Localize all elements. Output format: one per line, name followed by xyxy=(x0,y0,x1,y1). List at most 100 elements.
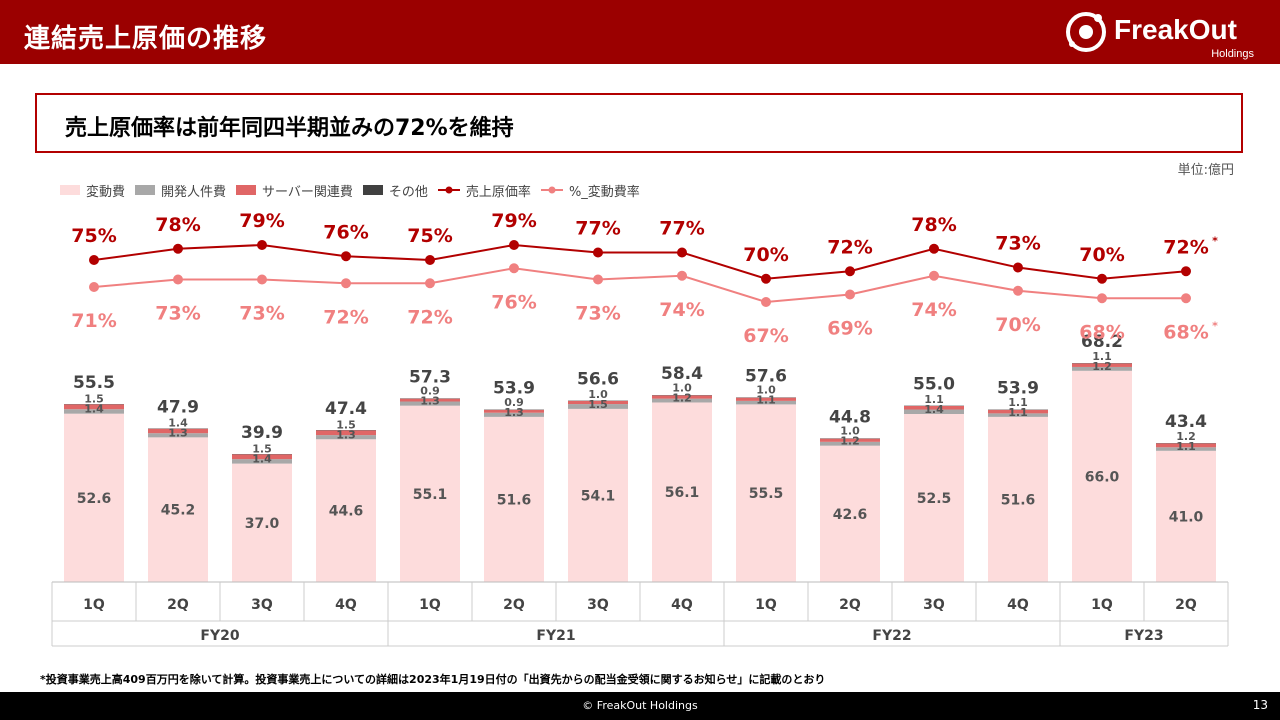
freakout-logo: FreakOut Holdings xyxy=(1064,6,1254,62)
bar-label: 52.5 xyxy=(917,491,952,507)
bar-label: 52.6 xyxy=(77,491,112,507)
headline: 売上原価率は前年同四半期並みの72%を維持 xyxy=(65,116,514,141)
rate-label: 72% xyxy=(407,306,452,328)
bar-segment xyxy=(484,412,544,417)
legend-item: 売上原価率 xyxy=(437,181,531,200)
rate-label: 76% xyxy=(491,291,536,313)
rate-point xyxy=(677,270,687,281)
x-tick-label: 4Q xyxy=(1007,597,1029,613)
x-tick-label: 2Q xyxy=(839,597,861,613)
bar-segment xyxy=(820,438,880,442)
bar-label: 1.2 xyxy=(1176,430,1196,443)
rate-label: 70% xyxy=(995,314,1040,336)
header-bar: 連結売上原価の推移 FreakOut Holdings xyxy=(0,0,1280,64)
bar-segment xyxy=(736,404,796,582)
bar-total-label: 68.2 xyxy=(1081,332,1123,352)
bar-label: 54.1 xyxy=(581,488,616,504)
legend-line-swatch xyxy=(437,186,460,194)
rate-point xyxy=(89,282,99,292)
bar-segment xyxy=(316,430,376,436)
bar-label: 1.0 xyxy=(756,383,776,396)
rate-footnote-marker: * xyxy=(1212,319,1218,332)
bar-total-label: 53.9 xyxy=(493,379,535,399)
bar-segment xyxy=(568,408,628,582)
rate-point xyxy=(929,270,939,281)
bar-segment xyxy=(904,414,964,582)
bar-segment xyxy=(148,428,208,434)
rate-point xyxy=(425,278,435,289)
bar-segment xyxy=(736,397,796,401)
bar-label: 41.0 xyxy=(1169,509,1204,525)
rate-label: 73% xyxy=(239,303,284,325)
bar-segment xyxy=(316,439,376,582)
legend-label: 開発人件費 xyxy=(161,184,227,200)
x-tick-label: 4Q xyxy=(671,597,693,613)
legend-label: その他 xyxy=(388,184,428,200)
bar-label: 37.0 xyxy=(245,516,280,532)
rate-label: 77% xyxy=(659,218,704,240)
bar-total-label: 44.8 xyxy=(829,407,871,427)
rate-point xyxy=(509,240,519,250)
x-tick-label: 1Q xyxy=(419,597,441,613)
rate-label: 73% xyxy=(155,303,200,325)
legend-swatch xyxy=(60,185,80,195)
rate-point xyxy=(677,247,687,258)
legend-item: サーバー関連費 xyxy=(236,181,353,200)
bar-label: 1.0 xyxy=(588,388,608,401)
bar-segment xyxy=(484,416,544,582)
footer-bar: © FreakOut Holdings 13 xyxy=(0,692,1280,720)
bar-label: 1.1 xyxy=(1008,396,1028,409)
bar-segment xyxy=(652,398,712,403)
bar-segment xyxy=(316,435,376,440)
x-tick-label: 2Q xyxy=(503,597,525,613)
rate-label: 67% xyxy=(743,325,788,347)
bar-label: 1.4 xyxy=(252,453,272,466)
legend-swatch xyxy=(362,185,383,195)
rate-point xyxy=(257,240,267,250)
bar-segment xyxy=(148,433,208,438)
rate-line xyxy=(93,267,1186,304)
x-group-label: FY20 xyxy=(200,628,239,644)
rate-label: 70% xyxy=(1079,244,1124,266)
rate-point xyxy=(761,297,771,307)
x-group-label: FY22 xyxy=(872,628,911,644)
bar-total-label: 57.6 xyxy=(745,366,787,386)
bar-label: 1.1 xyxy=(1092,350,1112,363)
bar-total-label: 55.0 xyxy=(913,375,955,395)
bar-label: 1.3 xyxy=(420,395,440,408)
bar-label: 1.3 xyxy=(336,428,356,441)
rate-label: 71% xyxy=(71,310,116,332)
bar-segment xyxy=(400,401,460,406)
bar-label: 56.1 xyxy=(665,485,700,501)
bar-segment xyxy=(1072,370,1132,582)
bar-segment xyxy=(904,406,964,410)
bar-segment xyxy=(988,416,1048,582)
rate-point xyxy=(89,255,99,265)
rate-label: 72% xyxy=(1163,236,1208,258)
bar-label: 1.0 xyxy=(672,381,692,394)
bar-segment xyxy=(400,405,460,582)
rate-label: 72% xyxy=(827,236,872,258)
x-tick-label: 3Q xyxy=(251,597,273,613)
rate-label: 78% xyxy=(155,214,200,236)
rate-label: 68% xyxy=(1163,321,1208,343)
rate-label: 68% xyxy=(1079,321,1124,343)
rate-label: 72% xyxy=(323,306,368,328)
bar-label: 0.9 xyxy=(504,396,524,409)
bar-label: 1.4 xyxy=(84,403,104,416)
rate-point xyxy=(929,243,939,254)
rate-point xyxy=(341,251,351,262)
bar-total-label: 56.6 xyxy=(577,370,619,390)
bar-label: 1.0 xyxy=(840,425,860,438)
x-tick-label: 3Q xyxy=(923,597,945,613)
bar-total-label: 43.4 xyxy=(1165,412,1207,432)
x-tick-label: 1Q xyxy=(1091,597,1113,613)
bar-segment xyxy=(232,454,292,460)
bar-label: 42.6 xyxy=(833,507,868,523)
x-tick-label: 1Q xyxy=(83,597,105,613)
rate-label: 76% xyxy=(323,221,368,243)
rate-point xyxy=(761,273,771,284)
bar-label: 1.1 xyxy=(1008,406,1028,419)
rate-point xyxy=(1013,262,1023,273)
bar-segment xyxy=(820,445,880,582)
